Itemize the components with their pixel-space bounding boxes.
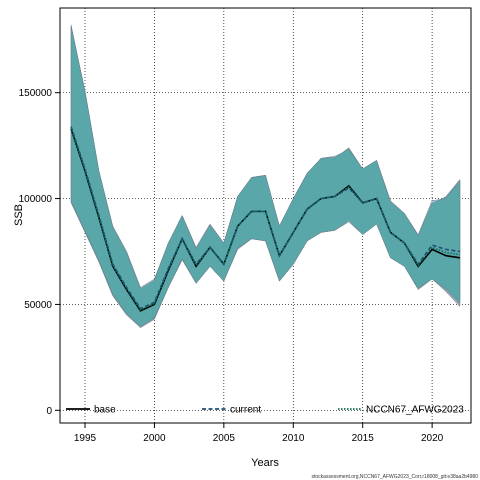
x-tick-label: 1995 (74, 433, 97, 444)
confidence-band-3 (70, 25, 461, 328)
plot-frame (59, 7, 472, 424)
legend-label-1: base (94, 405, 116, 416)
legend-label-3: NCCN67_AFWG2023 (366, 405, 464, 416)
x-tick-label: 2000 (143, 433, 166, 444)
series-lines (70, 126, 461, 312)
y-tick-label: 0 (46, 406, 52, 417)
y-axis-label: SSB (13, 204, 25, 226)
confidence-bands (70, 24, 461, 329)
series-line-3 (70, 127, 461, 311)
x-tick-label: 2015 (352, 433, 375, 444)
footer-source: stockassessment.org,NCCN67_AFWG2023_Corr… (312, 474, 479, 480)
y-axis-ticks: 0 50000 100000 150000 (19, 88, 60, 417)
legend-label-2: current (230, 405, 261, 416)
x-axis-ticks: 1995 2000 2005 2010 2015 2020 (74, 423, 444, 444)
x-tick-label: 2010 (282, 433, 305, 444)
legend: base current NCCN67_AFWG2023 (66, 405, 464, 416)
x-tick-label: 2005 (213, 433, 236, 444)
y-tick-label: 150000 (19, 88, 53, 99)
x-tick-label: 2020 (421, 433, 444, 444)
y-tick-label: 50000 (24, 300, 52, 311)
x-axis-label: Years (251, 457, 279, 469)
y-tick-label: 100000 (19, 194, 53, 205)
